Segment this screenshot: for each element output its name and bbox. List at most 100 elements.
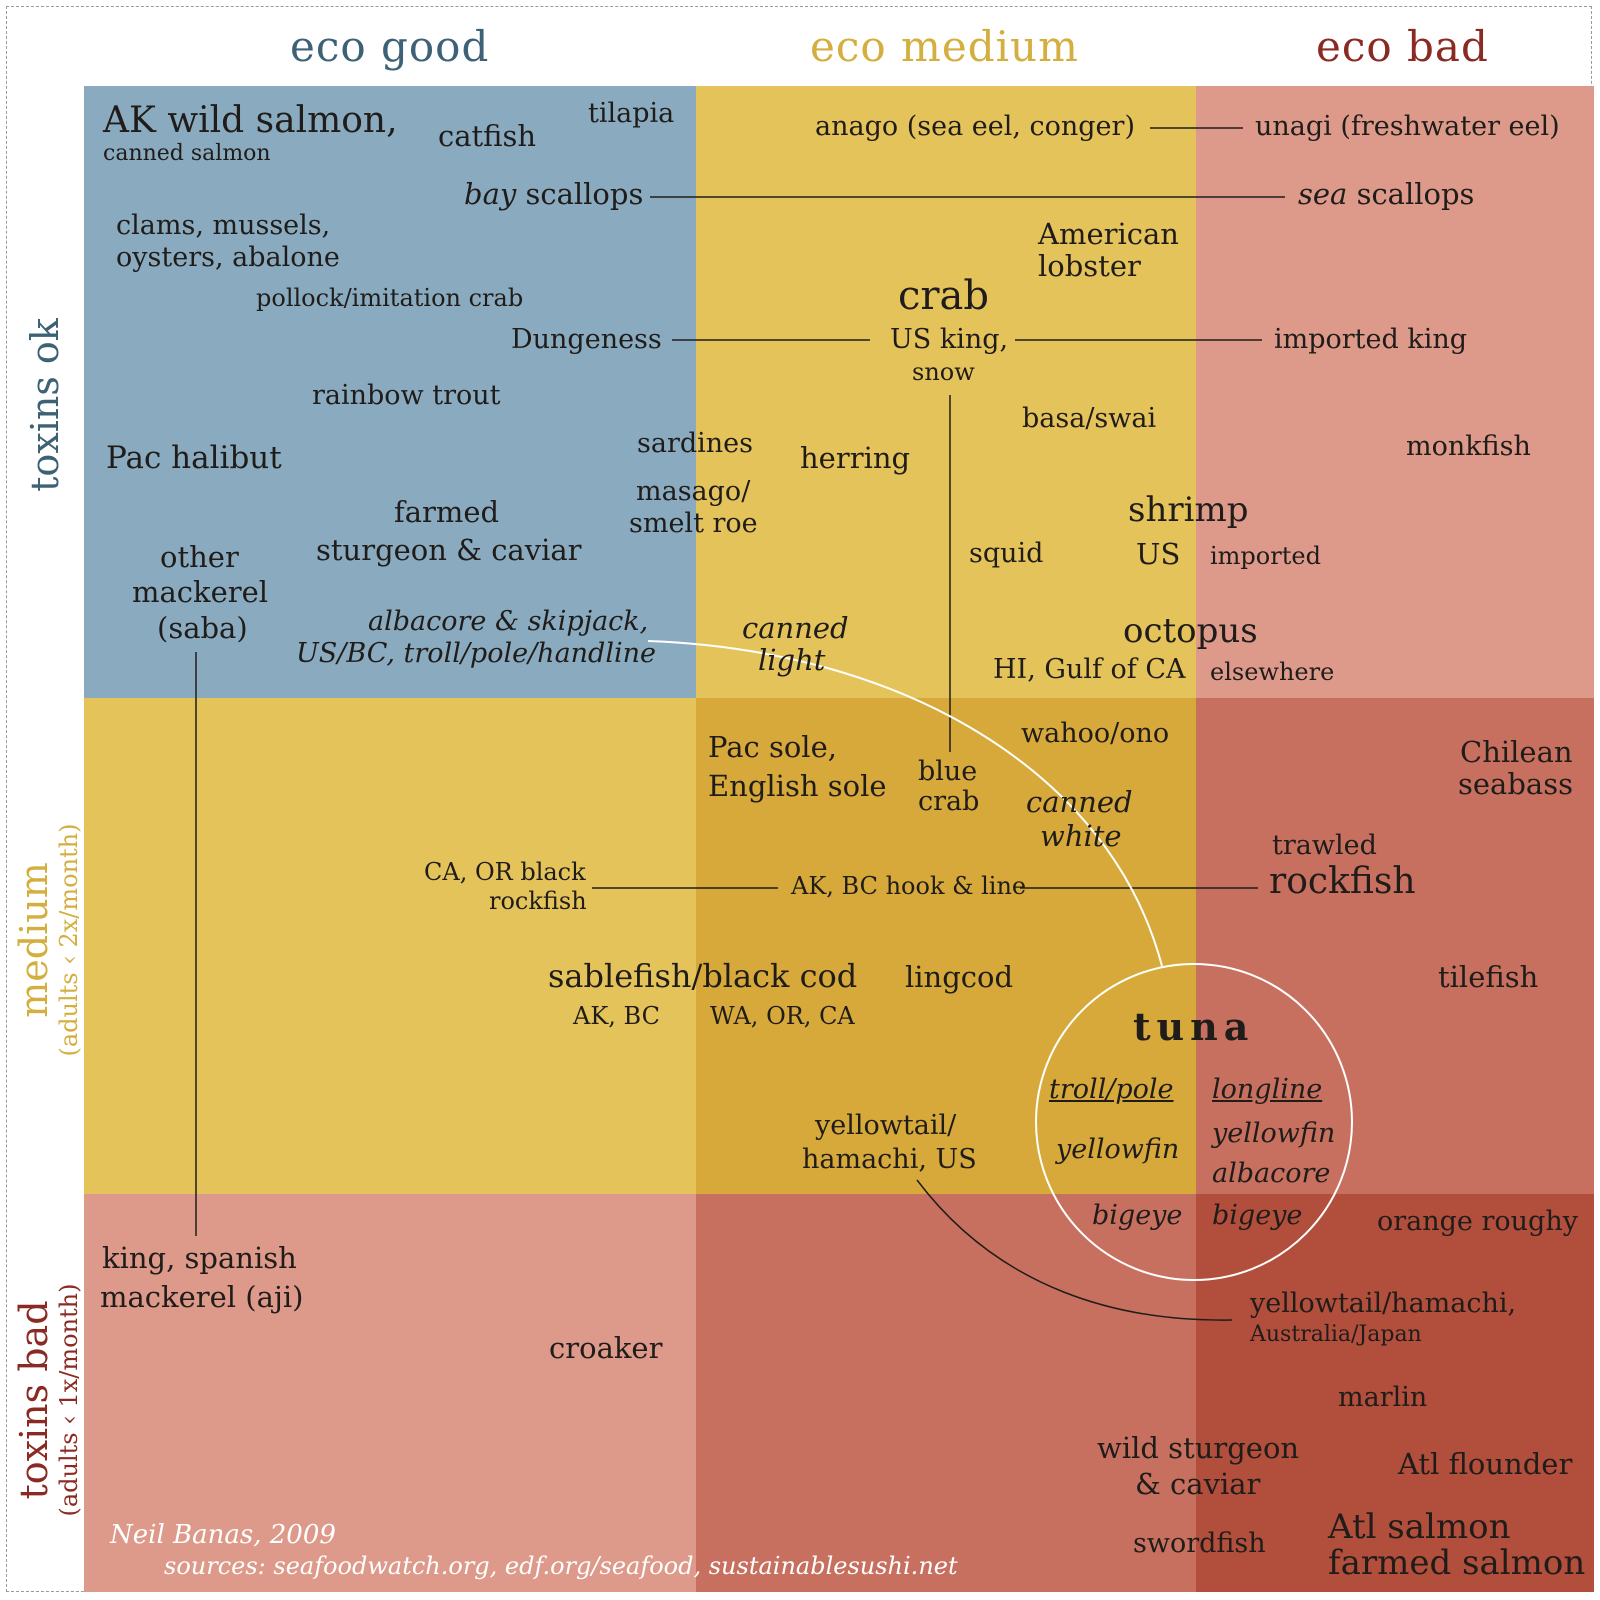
column-eco-bad: eco bad [1316, 22, 1489, 71]
label-bay-scallops-text: scallops [525, 177, 644, 211]
cell-bad-bad [1196, 1194, 1594, 1592]
label-sea-scallops: sea scallops [1298, 180, 1474, 209]
row-toxins-bad-sub: (adults ‹ 1x/month) [55, 1283, 83, 1517]
label-bigeye-b: bigeye [1212, 1200, 1303, 1231]
row-toxins-ok: toxins ok [23, 318, 67, 492]
column-eco-good: eco good [290, 22, 490, 71]
credit-author: Neil Banas, 2009 [110, 1520, 336, 1550]
label-english-sole: English sole [708, 769, 887, 803]
label-ak-bc-hook: AK, BC hook & line [791, 872, 1027, 900]
label-anago: anago (sea eel, conger) [815, 111, 1135, 142]
label-american: American [1038, 217, 1179, 251]
label-other: other [160, 540, 239, 574]
label-octopus: octopus [1123, 611, 1258, 651]
label-marlin: marlin [1338, 1382, 1428, 1413]
label-imported-king: imported king [1274, 324, 1468, 355]
label-seabass: seabass [1458, 767, 1573, 801]
cell-bad-medium [1196, 698, 1594, 1194]
row-toxins-bad-label: toxins bad [12, 1300, 56, 1500]
label-troll-pole: troll/pole [1049, 1074, 1174, 1105]
label-wild-sturgeon: wild sturgeon [1097, 1431, 1300, 1465]
label-farmed: farmed [394, 495, 500, 529]
label-rockfish: rockfish [1269, 861, 1416, 902]
label-yellowfin-a: yellowfin [1056, 1134, 1180, 1165]
label-albacore-skipjack: albacore & skipjack, [368, 606, 649, 637]
label-yellowtail-us-2: hamachi, US [802, 1144, 977, 1175]
cell-medium-ok [696, 86, 1196, 698]
label-crab: crab [898, 273, 989, 319]
label-wahoo: wahoo/ono [1021, 718, 1170, 749]
label-us-king: US king, [890, 324, 1009, 355]
label-sardines: sardines [637, 428, 754, 459]
label-saba: (saba) [157, 611, 248, 645]
label-swordfish: swordfish [1133, 1528, 1266, 1559]
label-squid: squid [969, 538, 1044, 569]
cell-good-medium [84, 698, 696, 1194]
label-orange-roughy: orange roughy [1377, 1206, 1578, 1237]
label-king-spanish: king, spanish [102, 1241, 297, 1275]
label-octopus-hi: HI, Gulf of CA [993, 654, 1186, 685]
label-mackerel-aji: mackerel (aji) [100, 1280, 304, 1314]
label-ak-bc: AK, BC [573, 1002, 660, 1030]
label-snow: snow [912, 358, 975, 386]
label-yellowfin-b: yellowfin [1212, 1118, 1336, 1149]
label-bigeye-a: bigeye [1092, 1200, 1183, 1231]
label-octopus-else: elsewhere [1210, 658, 1335, 686]
label-canned-light-1: canned [742, 611, 849, 645]
label-lingcod: lingcod [905, 960, 1014, 994]
label-ak-salmon: AK wild salmon, [103, 100, 398, 141]
label-rainbow-trout: rainbow trout [312, 380, 501, 411]
label-pac-sole: Pac sole, [708, 730, 837, 764]
label-smelt-roe: smelt roe [629, 508, 758, 539]
label-unagi: unagi (freshwater eel) [1255, 111, 1560, 142]
line-canned-tuna [647, 640, 1163, 967]
label-shrimp-imported: imported [1210, 542, 1321, 570]
label-blue: blue [918, 756, 978, 787]
label-oysters: oysters, abalone [116, 242, 340, 273]
label-shrimp-us: US [1136, 537, 1181, 571]
row-toxins-ok-label: toxins ok [23, 318, 67, 492]
label-tilapia: tilapia [588, 98, 675, 129]
label-canned-white-2: white [1040, 819, 1122, 853]
label-canned-white-1: canned [1026, 785, 1133, 819]
label-monkfish: monkfish [1406, 431, 1531, 462]
label-yellowtail-us-1: yellowtail/ [815, 1110, 957, 1141]
label-pollock: pollock/imitation crab [256, 284, 524, 312]
label-longline: longline [1212, 1074, 1323, 1105]
row-toxins-bad: toxins bad (adults ‹ 1x/month) [12, 1283, 83, 1517]
label-catfish: catfish [438, 119, 537, 153]
cell-good-bad [84, 1194, 696, 1592]
line-yellowtail [916, 1179, 1233, 1321]
column-eco-medium: eco medium [810, 22, 1079, 71]
label-canned-light-2: light [758, 643, 826, 677]
label-bay: bay [464, 177, 517, 211]
label-shrimp: shrimp [1128, 490, 1249, 530]
credit-sources: sources: seafoodwatch.org, edf.org/seafo… [164, 1552, 958, 1580]
label-blue-crab: crab [918, 786, 980, 817]
cell-good-ok [84, 86, 696, 698]
label-sea-scallops-text: scallops [1356, 177, 1475, 211]
row-medium: medium (adults ‹ 2x/month) [12, 823, 83, 1057]
label-australia-japan: Australia/Japan [1250, 1322, 1422, 1347]
label-trawled: trawled [1272, 830, 1377, 861]
label-farmed-salmon: farmed salmon [1328, 1543, 1586, 1583]
cell-medium-medium [696, 698, 1196, 1194]
label-tilefish: tilefish [1438, 960, 1539, 994]
tuna-circle [1035, 963, 1353, 1281]
label-lobster: lobster [1038, 249, 1141, 283]
label-sablefish: sablefish/black cod [548, 957, 858, 995]
label-croaker: croaker [549, 1331, 663, 1365]
label-atl-salmon: Atl salmon [1328, 1507, 1511, 1547]
label-sea: sea [1298, 177, 1348, 211]
row-medium-label: medium [12, 862, 56, 1018]
row-medium-sub: (adults ‹ 2x/month) [55, 823, 83, 1057]
label-rockfish-small: rockfish [489, 887, 587, 915]
label-herring: herring [800, 441, 911, 475]
label-mackerel: mackerel [132, 575, 269, 609]
label-basa: basa/swai [1022, 403, 1157, 434]
label-bay-scallops: bay scallops [464, 180, 643, 209]
label-canned-salmon: canned salmon [103, 141, 271, 166]
label-ca-or-black: CA, OR black [424, 858, 586, 886]
label-sturgeon-caviar: sturgeon & caviar [316, 533, 582, 567]
